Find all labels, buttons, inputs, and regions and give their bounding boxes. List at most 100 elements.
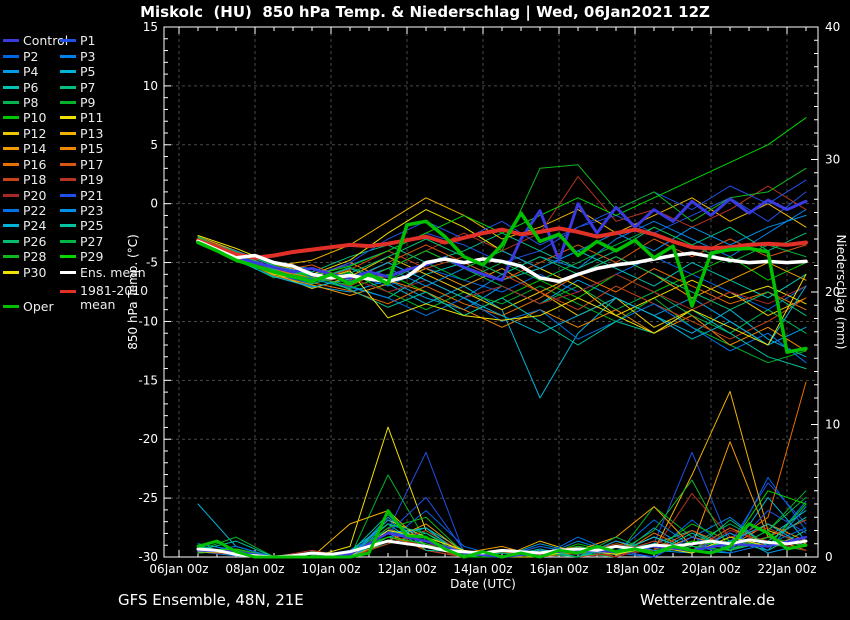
- legend-swatch: [60, 270, 76, 274]
- legend-swatch: [60, 224, 76, 228]
- plot-frame: [163, 26, 819, 558]
- left-tick-label: -20: [138, 432, 158, 446]
- right-axis-title: Niederschlag (mm): [834, 234, 848, 350]
- legend-label: P27: [80, 233, 104, 249]
- legend-item-p27: P27: [60, 234, 146, 249]
- ensemble-legend: Control P1 P2 P3 P4 P5 P6 P7 P8 P9 P10 P11 P12 P13 P14…: [3, 33, 146, 280]
- legend-swatch: [60, 39, 76, 43]
- legend-label: P23: [80, 203, 104, 219]
- legend-label: P3: [80, 48, 96, 64]
- legend-label: P22: [23, 203, 47, 219]
- legend-swatch: [60, 85, 76, 89]
- x-axis-title: Date (UTC): [450, 577, 516, 591]
- legend-label: P5: [80, 64, 96, 80]
- legend-swatch: [60, 239, 76, 243]
- climate-mean-swatch: [60, 290, 76, 293]
- legend-item-p2: P2: [3, 48, 60, 64]
- legend-swatch: [3, 255, 19, 259]
- left-tick-label: 0: [150, 197, 158, 211]
- legend-swatch: [60, 100, 76, 104]
- x-tick-label: 12Jan 00z: [377, 562, 436, 576]
- legend-item-p17: P17: [60, 157, 146, 172]
- legend-item-p14: P14: [3, 141, 60, 156]
- legend-item-p16: P16: [3, 157, 60, 172]
- left-tick-label: -5: [146, 256, 158, 270]
- temp-series-p15: [197, 238, 807, 352]
- legend-label: P18: [23, 172, 47, 188]
- legend-item-p29: P29: [60, 249, 146, 264]
- legend-item-p19: P19: [60, 172, 146, 187]
- legend-item-p5: P5: [60, 64, 146, 79]
- legend-label: P24: [23, 218, 47, 234]
- legend-swatch: [3, 178, 19, 182]
- legend-item-control: Control: [3, 33, 68, 48]
- legend-label: Ens. mean: [80, 264, 146, 280]
- legend-label: Control: [23, 33, 69, 49]
- x-tick-label: 06Jan 00z: [149, 562, 208, 576]
- legend-item-p13: P13: [60, 126, 146, 141]
- legend-swatch: [3, 131, 19, 135]
- legend-swatch: [3, 224, 19, 228]
- right-tick-label: 0: [825, 550, 833, 564]
- legend-item-p9: P9: [60, 95, 146, 110]
- legend-swatch: [3, 85, 19, 89]
- legend-item-climate-mean: 1981-2010 mean: [60, 284, 148, 311]
- legend-swatch: [3, 209, 19, 213]
- temp-series-p2: [197, 240, 807, 311]
- precip-series-p11: [197, 426, 807, 558]
- temp-series-p13: [197, 197, 807, 267]
- left-tick-label: 5: [150, 138, 158, 152]
- legend-label: P30: [23, 264, 47, 280]
- legend-item-p8: P8: [3, 95, 60, 110]
- legend-item-p22: P22: [3, 203, 60, 218]
- legend-label: P7: [80, 79, 96, 95]
- legend-label: P2: [23, 48, 39, 64]
- legend-swatch: [60, 178, 76, 182]
- legend-swatch: [60, 193, 76, 197]
- legend-swatch: [60, 147, 76, 151]
- right-tick-label: 30: [825, 153, 840, 167]
- temp-series-ens-mean: [196, 239, 808, 284]
- legend-label: P26: [23, 233, 47, 249]
- model-location-label: GFS Ensemble, 48N, 21E: [118, 591, 304, 609]
- legend-item-p21: P21: [60, 187, 146, 203]
- temp-series-p24: [197, 242, 807, 346]
- site-credit-label: Wetterzentrale.de: [640, 591, 776, 609]
- legend-label: P21: [80, 187, 104, 203]
- legend-label: P19: [80, 172, 104, 188]
- legend-label: P25: [80, 218, 104, 234]
- left-tick-label: -15: [138, 373, 158, 387]
- legend-item-ens-mean: Ens. mean: [60, 265, 146, 280]
- left-tick-label: -25: [138, 491, 158, 505]
- oper-swatch: [3, 305, 19, 308]
- legend-label: P1: [80, 33, 96, 49]
- legend-item-p10: P10: [3, 110, 60, 125]
- legend-item-p4: P4: [3, 64, 60, 79]
- legend-item-p18: P18: [3, 172, 60, 187]
- temp-series-p29: [197, 117, 807, 276]
- legend-item-p23: P23: [60, 203, 146, 218]
- x-tick-label: 18Jan 00z: [605, 562, 664, 576]
- left-tick-label: -10: [138, 314, 158, 328]
- x-tick-label: 20Jan 00z: [681, 562, 740, 576]
- precip-series-oper: [196, 509, 808, 559]
- legend-swatch: [3, 239, 19, 243]
- legend-label: P8: [23, 94, 39, 110]
- temp-series-control: [196, 197, 808, 282]
- legend-item-p6: P6: [3, 79, 60, 95]
- legend-item-oper: Oper: [3, 299, 54, 314]
- legend-item-p26: P26: [3, 234, 60, 249]
- x-tick-label: 14Jan 00z: [453, 562, 512, 576]
- legend-swatch: [3, 193, 19, 197]
- legend-item-p20: P20: [3, 187, 60, 203]
- legend-label: P13: [80, 125, 104, 141]
- legend-swatch: [3, 54, 19, 58]
- right-tick-label: 10: [825, 418, 840, 432]
- temp-series-oper: [196, 211, 808, 354]
- legend-item-p7: P7: [60, 79, 146, 95]
- legend-item-p11: P11: [60, 110, 146, 125]
- legend-swatch: [3, 147, 19, 151]
- legend-item-p12: P12: [3, 126, 60, 141]
- legend-item-p30: P30: [3, 265, 60, 280]
- legend-swatch: [3, 70, 19, 74]
